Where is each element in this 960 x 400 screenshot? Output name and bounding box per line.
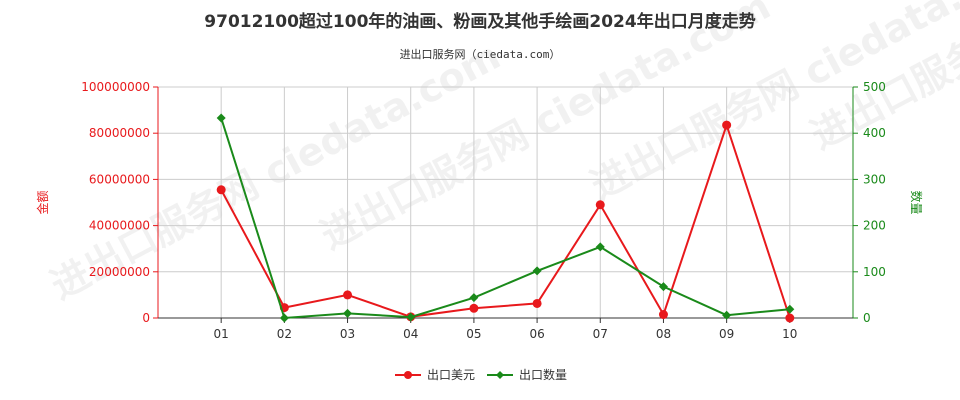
data-point-export-quantity bbox=[216, 113, 226, 123]
data-point-export-usd bbox=[532, 298, 542, 308]
series-layer bbox=[216, 113, 795, 323]
legend-swatch-marker bbox=[404, 371, 412, 379]
data-point-export-usd bbox=[722, 120, 732, 130]
data-point-export-quantity bbox=[658, 282, 668, 292]
data-point-export-quantity bbox=[785, 304, 795, 314]
data-point-export-quantity bbox=[469, 293, 479, 303]
x-tick-label: 05 bbox=[466, 327, 481, 341]
y-tick-left-label: 0 bbox=[142, 311, 150, 325]
y-tick-left-label: 100000000 bbox=[81, 80, 150, 94]
x-tick-label: 08 bbox=[656, 327, 671, 341]
x-tick-label: 02 bbox=[277, 327, 292, 341]
data-point-export-quantity bbox=[595, 242, 605, 252]
data-point-export-usd bbox=[595, 200, 605, 210]
y-tick-right-label: 200 bbox=[863, 219, 886, 233]
x-tick-label: 03 bbox=[340, 327, 355, 341]
y-tick-left-label: 60000000 bbox=[89, 172, 150, 186]
y-tick-right-label: 500 bbox=[863, 80, 886, 94]
legend-label: 出口美元 bbox=[427, 368, 475, 382]
legend-label: 出口数量 bbox=[519, 367, 567, 382]
data-point-export-usd bbox=[658, 310, 668, 320]
series-line-export-quantity bbox=[220, 117, 790, 320]
x-tick-label: 01 bbox=[214, 327, 229, 341]
chart-title: 97012100超过100年的油画、粉画及其他手绘画2024年出口月度走势 bbox=[204, 11, 755, 32]
x-tick-label: 10 bbox=[782, 327, 797, 341]
data-point-export-quantity bbox=[722, 310, 732, 320]
series-line-export-usd bbox=[220, 121, 791, 319]
y-tick-right-label: 400 bbox=[863, 126, 886, 140]
y-tick-right-label: 0 bbox=[863, 311, 871, 325]
legend: 出口美元 出口数量 bbox=[395, 367, 567, 382]
data-point-export-usd bbox=[785, 313, 795, 323]
data-point-export-quantity bbox=[279, 313, 289, 323]
x-tick-label: 04 bbox=[403, 327, 418, 341]
x-tick-label: 07 bbox=[593, 327, 608, 341]
data-point-export-usd bbox=[469, 303, 479, 313]
data-point-export-quantity bbox=[343, 308, 353, 318]
chart-subtitle: 进出口服务网（ciedata.com） bbox=[400, 47, 561, 61]
tick-layer: 0 0 20000000 100 40000000 200 60000000 300 80000… bbox=[81, 80, 886, 341]
axis-layer bbox=[157, 87, 854, 319]
legend-swatch-marker bbox=[496, 371, 504, 379]
x-tick-label: 06 bbox=[529, 327, 544, 341]
data-point-export-usd bbox=[343, 290, 353, 300]
y-axis-label-left: 金额 bbox=[35, 190, 50, 214]
y-tick-right-label: 100 bbox=[863, 265, 886, 279]
data-point-export-quantity bbox=[406, 312, 416, 322]
y-axis-label-right: 数量 bbox=[909, 190, 924, 214]
y-tick-left-label: 40000000 bbox=[89, 219, 150, 233]
y-tick-left-label: 20000000 bbox=[89, 265, 150, 279]
data-point-export-quantity bbox=[532, 266, 542, 276]
y-tick-left-label: 80000000 bbox=[89, 126, 150, 140]
x-tick-label: 09 bbox=[719, 327, 734, 341]
data-point-export-usd bbox=[216, 185, 226, 195]
y-tick-right-label: 300 bbox=[863, 172, 886, 186]
